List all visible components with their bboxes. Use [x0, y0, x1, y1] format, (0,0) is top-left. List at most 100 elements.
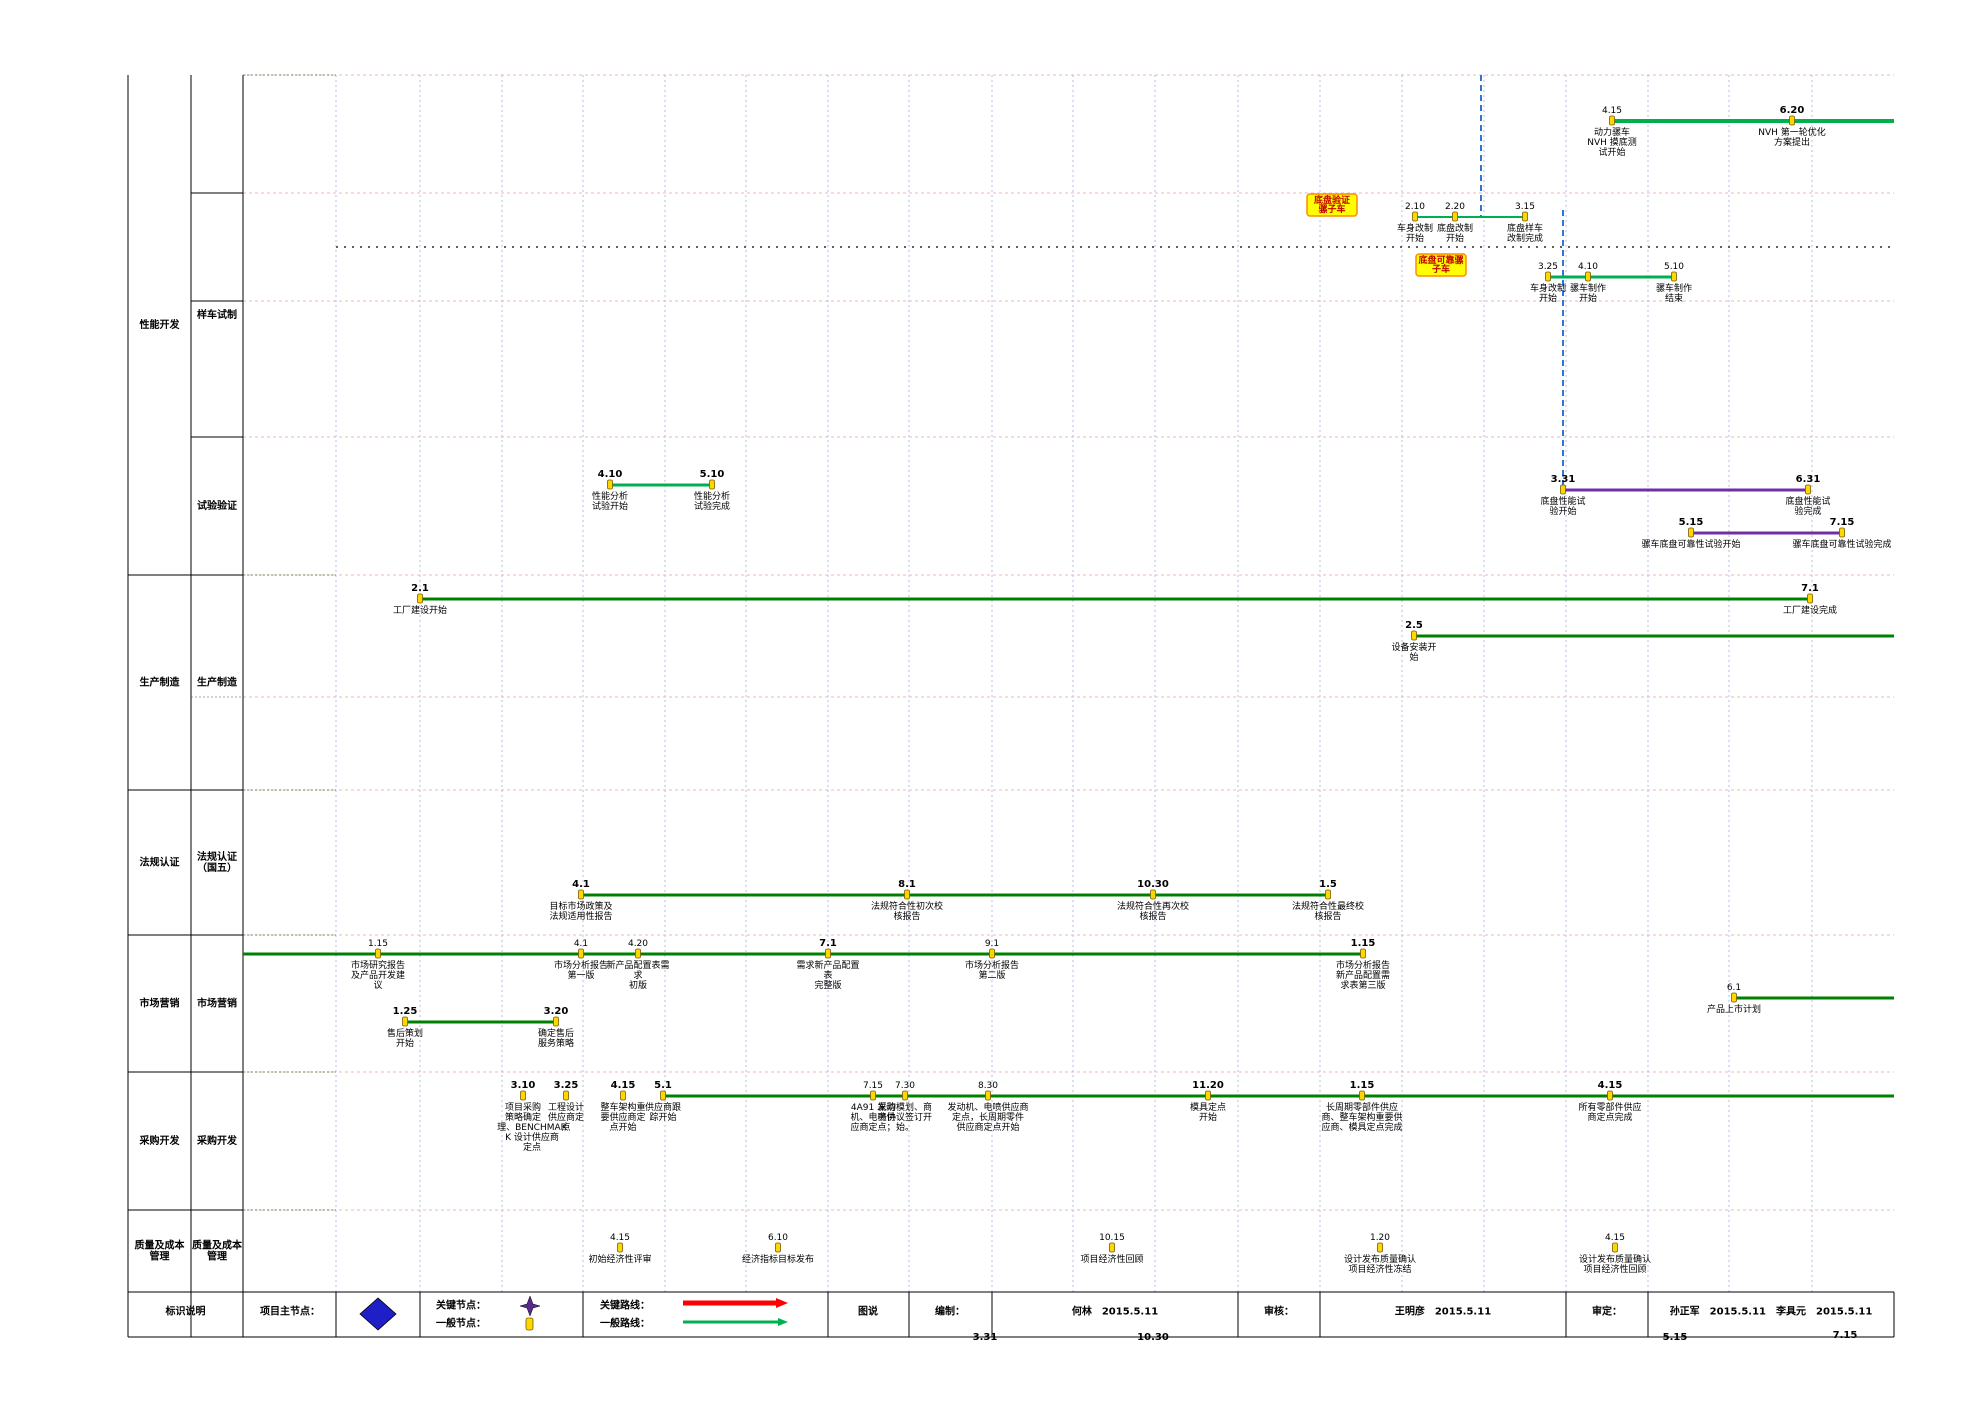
milestone-label: 市场分析报告	[965, 959, 1019, 971]
milestone: 4.15 初始经济性评审	[588, 1233, 651, 1265]
milestone: 5.15 骡车底盘可靠性试验开始	[1641, 517, 1740, 550]
milestone-label: 供应商跟	[645, 1101, 681, 1113]
legend-key-path: 关键路线：	[600, 1299, 650, 1312]
milestone-marker	[1609, 115, 1615, 126]
milestone-label: 设计发布质量确认	[1344, 1253, 1416, 1265]
milestone: 10.15 项目经济性回顾	[1080, 1233, 1143, 1265]
milestone-label: 核报告	[893, 910, 920, 922]
milestone-label: 验开始	[1549, 505, 1576, 517]
legend-main-node: 项目主节点：	[260, 1305, 320, 1318]
milestone-marker	[709, 479, 715, 490]
callout-background	[1415, 253, 1467, 277]
approver-value: 孙正军 2015.5.11 李具元 2015.5.11	[1670, 1305, 1873, 1318]
reviewer-value: 王明彦 2015.5.11	[1395, 1305, 1491, 1318]
milestone-label: 采购模划、商	[878, 1101, 932, 1113]
milestone-label: 应商、模具定点完成	[1321, 1121, 1402, 1133]
milestone-label: 核报告	[1139, 910, 1166, 922]
normal-node-icon	[525, 1317, 534, 1331]
milestone-label: 法规符合性再次校	[1117, 900, 1189, 912]
milestone-marker	[1612, 1242, 1618, 1253]
milestone: 7.15 骡车底盘可靠性试验完成	[1792, 517, 1891, 550]
milestone-marker	[1545, 271, 1551, 282]
milestone-label: 要供应商定	[600, 1111, 645, 1123]
section-subcategory: 生产制造	[197, 676, 238, 689]
milestone-date: 2.5	[1405, 620, 1423, 631]
milestone-label: 项目经济性回顾	[1080, 1253, 1143, 1265]
milestone-date: 3.20	[544, 1006, 569, 1017]
milestone-marker	[375, 948, 381, 959]
milestone-marker	[553, 1016, 559, 1027]
milestone-marker	[1411, 630, 1417, 641]
milestone-label: 开始	[1446, 232, 1464, 244]
milestone-marker	[1377, 1242, 1383, 1253]
milestone-label: 定点	[523, 1141, 541, 1153]
milestone-date: 7.15	[863, 1081, 883, 1091]
legend-normal-path: 一般路线：	[600, 1317, 650, 1330]
milestone-date: 4.15	[610, 1233, 630, 1243]
milestone-marker	[578, 948, 584, 959]
milestone-date: 4.15	[1598, 1080, 1623, 1091]
milestone-marker	[1805, 484, 1811, 495]
milestone-label: 性能分析	[592, 490, 628, 502]
section-subcategory: 采购开发	[196, 1134, 238, 1147]
milestone-label: 设计发布质量确认	[1579, 1253, 1651, 1265]
milestone-label: 机、电喷供	[850, 1111, 895, 1123]
milestone-date: 2.20	[1445, 202, 1465, 212]
milestone-label: 车身改制	[1530, 282, 1566, 294]
section-subcategory: 市场营销	[197, 997, 237, 1010]
milestone-label: 市场分析报告	[554, 959, 608, 971]
legend-cell: 图说	[858, 1305, 878, 1318]
milestone-label: 开始	[396, 1037, 414, 1049]
milestone-marker	[1522, 211, 1528, 222]
callout-label: 子车	[1432, 263, 1450, 275]
milestone-label: 商定点完成	[1587, 1111, 1632, 1123]
milestone: 2.1 工厂建设开始	[393, 583, 447, 616]
milestone-date: 9.1	[985, 939, 999, 949]
milestone-label: 设备安装开	[1391, 641, 1436, 653]
milestone-label: 供应商定	[548, 1111, 584, 1123]
milestone-label: 所有零部件供应	[1578, 1101, 1641, 1113]
milestone-label: 第一版	[567, 969, 594, 981]
milestone-label: 核报告	[1314, 910, 1341, 922]
milestone-marker	[775, 1242, 781, 1253]
section-category: 质量及成本	[135, 1239, 186, 1252]
milestone-label: 市场研究报告	[351, 959, 405, 971]
section-category: 管理	[150, 1250, 170, 1263]
milestone-date: 2.10	[1405, 202, 1425, 212]
milestone-label: 骡车制作	[1656, 282, 1692, 294]
milestone-marker	[417, 593, 423, 604]
milestone-label: 结束	[1665, 292, 1683, 304]
milestone-marker	[607, 479, 613, 490]
milestone-label: 应商定点；	[850, 1121, 895, 1133]
milestone-marker	[635, 948, 641, 959]
milestone-label: 理、BENCHMAR	[497, 1122, 567, 1133]
editor-value: 何林 2015.5.11	[1072, 1305, 1158, 1318]
milestone-label: 新产品配置表需	[606, 959, 669, 971]
milestone-label: 项目经济性回顾	[1583, 1263, 1646, 1275]
milestone-marker	[825, 948, 831, 959]
milestone-marker	[1205, 1090, 1211, 1101]
milestone-date: 6.10	[768, 1233, 788, 1243]
milestone-label: 议	[373, 980, 382, 991]
milestone-marker	[1807, 593, 1813, 604]
subrow-label: 样车试制	[197, 308, 237, 321]
milestone-date: 6.20	[1780, 105, 1805, 116]
milestone-label: 求表第三版	[1340, 979, 1385, 991]
legend-normal-node: 一般节点：	[436, 1317, 486, 1330]
